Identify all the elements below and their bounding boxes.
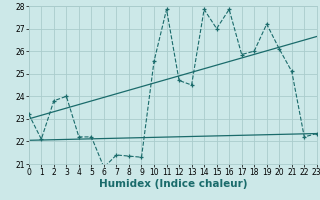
X-axis label: Humidex (Indice chaleur): Humidex (Indice chaleur) (99, 179, 247, 189)
